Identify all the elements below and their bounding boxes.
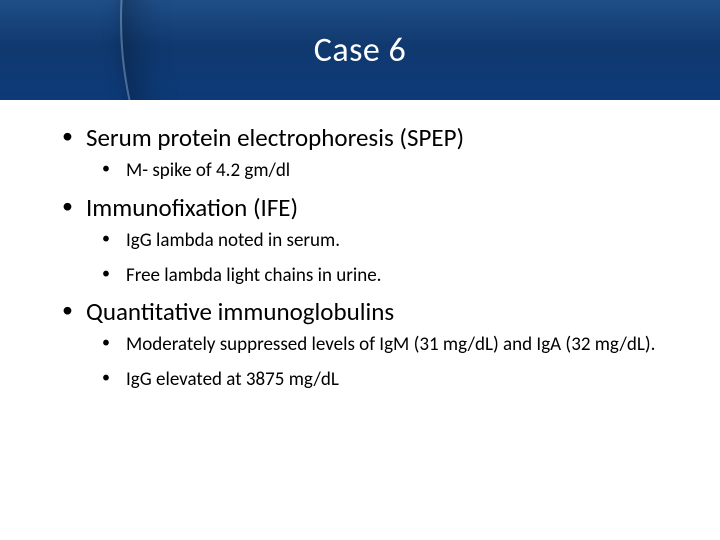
list-item: Quantitative immunoglobulins Moderately …: [60, 296, 660, 394]
list-item: Serum protein electrophoresis (SPEP) M- …: [60, 122, 660, 186]
bullet-list-level2: Moderately suppressed levels of IgM (31 …: [86, 331, 660, 394]
list-item: IgG lambda noted in serum.: [100, 227, 660, 256]
bullet-text: Quantitative immunoglobulins: [86, 296, 394, 327]
slide: Case 6 Serum protein electrophoresis (SP…: [0, 0, 720, 540]
list-item: Moderately suppressed levels of IgM (31 …: [100, 331, 660, 360]
bullet-list-level2: IgG lambda noted in serum. Free lambda l…: [86, 227, 660, 290]
header-arc-decoration: [120, 0, 720, 100]
bullet-list-level2: M- spike of 4.2 gm/dl: [86, 157, 660, 186]
slide-title: Case 6: [314, 30, 407, 71]
list-item: Immunofixation (IFE) IgG lambda noted in…: [60, 192, 660, 290]
bullet-text: Serum protein electrophoresis (SPEP): [86, 122, 464, 153]
bullet-text: IgG elevated at 3875 mg/dL: [126, 368, 339, 391]
bullet-text: M- spike of 4.2 gm/dl: [126, 159, 290, 182]
slide-content: Serum protein electrophoresis (SPEP) M- …: [0, 100, 720, 420]
bullet-text: IgG lambda noted in serum.: [126, 229, 340, 252]
list-item: IgG elevated at 3875 mg/dL: [100, 366, 660, 395]
slide-header: Case 6: [0, 0, 720, 100]
bullet-text: Moderately suppressed levels of IgM (31 …: [126, 333, 655, 356]
bullet-text: Free lambda light chains in urine.: [126, 264, 381, 287]
bullet-list-level1: Serum protein electrophoresis (SPEP) M- …: [60, 122, 660, 394]
list-item: M- spike of 4.2 gm/dl: [100, 157, 660, 186]
bullet-text: Immunofixation (IFE): [86, 192, 298, 223]
list-item: Free lambda light chains in urine.: [100, 262, 660, 291]
